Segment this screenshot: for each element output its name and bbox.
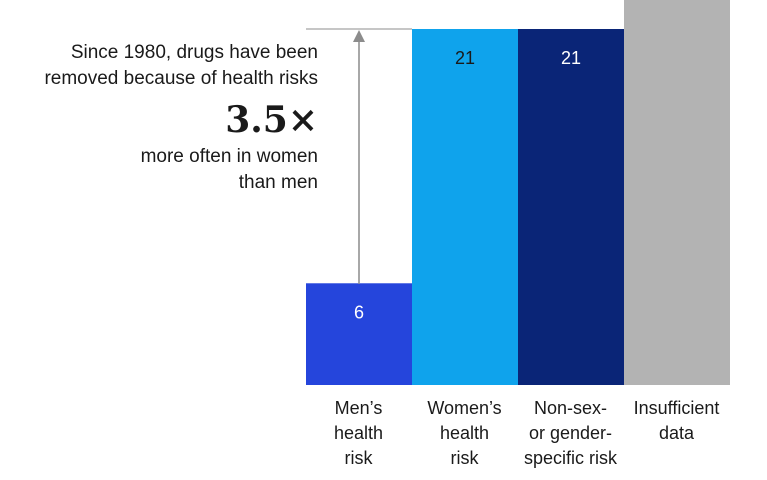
annotation-line-1: Since 1980, drugs have been [70,42,318,63]
bars-group [306,0,730,385]
annotation-multiplier: 3.5× [225,99,318,141]
category-label-men: Men’s health risk [333,398,384,468]
bar-non-sex-specific [518,29,624,385]
annotation-line-4: than men [238,172,318,193]
bar-men [306,283,412,385]
category-label-non-sex-specific: Non-sex- or gender- specific risk [523,398,617,468]
bar-insufficient-data [624,0,730,385]
value-label-women: 21 [455,48,475,68]
value-label-men: 6 [354,302,364,322]
bar-women [412,29,518,385]
comparison-arrow-head [353,30,365,42]
annotation-line-2: removed because of health risks [44,68,318,89]
category-label-women: Women’s health risk [427,398,502,468]
value-labels-group: 6 21 21 [354,48,581,322]
annotation-line-3: more often in women [140,146,318,167]
value-label-non-sex-specific: 21 [561,48,581,68]
category-label-insufficient-data: Insufficient data [633,398,720,443]
